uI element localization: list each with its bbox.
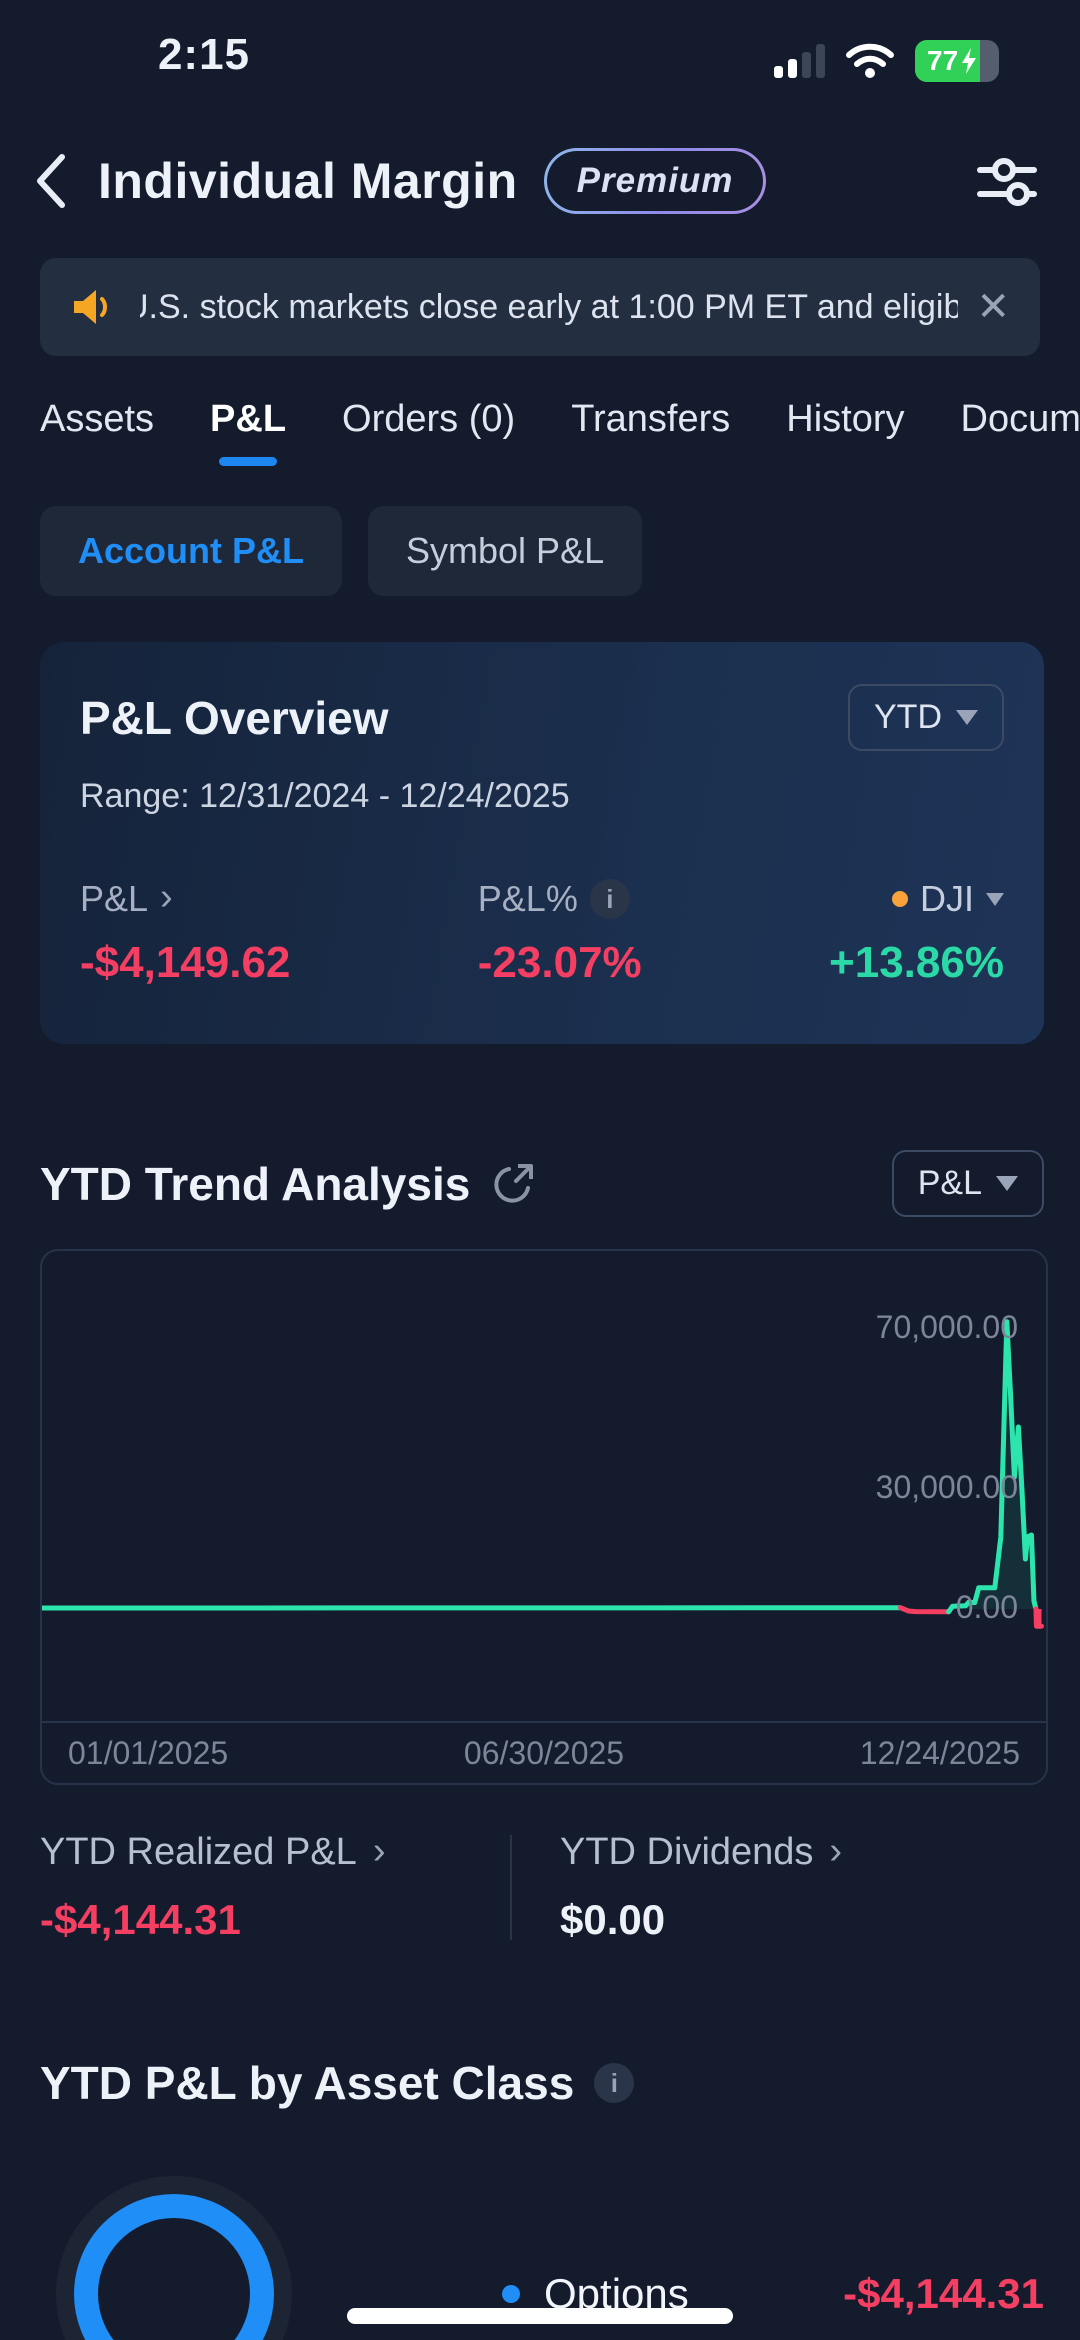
symbol-pnl-pill[interactable]: Symbol P&L bbox=[368, 506, 643, 596]
chevron-right-icon: › bbox=[829, 1829, 843, 1872]
battery-icon: 77 bbox=[915, 40, 999, 82]
pnl-value: -$4,149.62 bbox=[80, 938, 291, 987]
wifi-icon bbox=[846, 43, 894, 78]
pnl-percent-value: -23.07% bbox=[477, 938, 642, 987]
benchmark-value: +13.86% bbox=[829, 938, 1004, 987]
dividends-item[interactable]: YTD Dividends › $0.00 bbox=[560, 1829, 843, 1943]
tab-pnl[interactable]: P&L bbox=[210, 398, 286, 466]
legend-dot-icon bbox=[502, 2285, 520, 2303]
battery-percent: 77 bbox=[927, 45, 959, 76]
y-axis-tick-label: 30,000.00 bbox=[875, 1469, 1018, 1505]
chevron-right-icon: › bbox=[372, 1829, 386, 1872]
back-button[interactable] bbox=[34, 146, 86, 216]
back-chevron-icon bbox=[37, 154, 65, 208]
benchmark-metric: DJI +13.86% bbox=[829, 878, 1004, 988]
overview-card-title: P&L Overview bbox=[80, 691, 389, 744]
tab-transfers[interactable]: Transfers bbox=[571, 398, 731, 440]
x-tick-end: 12/24/2025 bbox=[859, 1734, 1020, 1771]
pnl-metric[interactable]: P&L › -$4,149.62 bbox=[80, 876, 291, 987]
trend-chart-svg bbox=[42, 1319, 1044, 1629]
info-icon[interactable]: i bbox=[589, 879, 630, 919]
pnl-scope-pills: Account P&L Symbol P&L bbox=[40, 506, 1080, 596]
vertical-divider bbox=[510, 1835, 512, 1940]
chevron-down-icon bbox=[956, 710, 978, 725]
tab-assets[interactable]: Assets bbox=[40, 398, 155, 440]
x-tick-start: 01/01/2025 bbox=[68, 1734, 229, 1771]
trend-metric-dropdown[interactable]: P&L bbox=[891, 1150, 1044, 1217]
ytd-summary-row: YTD Realized P&L › -$4,144.31 YTD Divide… bbox=[40, 1831, 1040, 1944]
premium-badge-label: Premium bbox=[546, 151, 764, 211]
page-title: Individual Margin bbox=[98, 153, 518, 209]
pnl-overview-card: P&L Overview YTD Range: 12/31/2024 - 12/… bbox=[40, 642, 1044, 1044]
home-indicator[interactable] bbox=[347, 2308, 733, 2324]
realized-pnl-value: -$4,144.31 bbox=[40, 1896, 241, 1943]
charging-bolt-icon bbox=[962, 48, 977, 74]
account-tabs: Assets P&L Orders (0) Transfers History … bbox=[0, 398, 1080, 466]
status-icons: 77 bbox=[774, 40, 999, 82]
chevron-down-icon bbox=[996, 1176, 1018, 1191]
header: Individual Margin Premium bbox=[34, 126, 1040, 236]
announcement-banner[interactable]: U.S. stock markets close early at 1:00 P… bbox=[40, 258, 1040, 356]
date-range-text: Range: 12/31/2024 - 12/24/2025 bbox=[80, 777, 570, 815]
trend-line-chart[interactable]: 70,000.00 30,000.00 0.00 bbox=[42, 1251, 1046, 1721]
clock: 2:15 bbox=[157, 30, 251, 79]
asset-class-title: YTD P&L by Asset Class bbox=[40, 2057, 575, 2109]
x-tick-mid: 06/30/2025 bbox=[463, 1734, 625, 1771]
status-bar: 2:15 77 bbox=[0, 0, 1080, 100]
speaker-icon bbox=[74, 290, 107, 324]
legend-value: -$4,144.31 bbox=[843, 2270, 1044, 2317]
realized-pnl-item[interactable]: YTD Realized P&L › -$4,144.31 bbox=[40, 1831, 510, 1944]
tab-orders[interactable]: Orders (0) bbox=[342, 398, 516, 440]
filter-sliders-icon[interactable] bbox=[974, 148, 1040, 214]
pnl-percent-metric: P&L% i -23.07% bbox=[477, 878, 642, 987]
y-axis-tick-label: 70,000.00 bbox=[875, 1309, 1018, 1345]
info-icon[interactable]: i bbox=[594, 2063, 635, 2103]
y-axis-tick-label: 0.00 bbox=[955, 1589, 1018, 1625]
x-axis-labels: 01/01/2025 06/30/2025 12/24/2025 bbox=[42, 1721, 1046, 1783]
trend-section-title: YTD Trend Analysis bbox=[40, 1157, 471, 1210]
period-dropdown[interactable]: YTD bbox=[848, 684, 1004, 751]
cellular-signal-icon bbox=[774, 44, 825, 78]
dividends-value: $0.00 bbox=[560, 1896, 666, 1943]
asset-class-donut-chart bbox=[56, 2176, 292, 2340]
chevron-down-icon[interactable] bbox=[985, 892, 1004, 906]
premium-badge: Premium bbox=[543, 148, 767, 214]
benchmark-dot-icon bbox=[891, 891, 908, 907]
account-pnl-pill[interactable]: Account P&L bbox=[40, 506, 343, 596]
tab-history[interactable]: History bbox=[786, 398, 905, 440]
external-link-icon[interactable] bbox=[490, 1161, 536, 1207]
trend-chart-card: 70,000.00 30,000.00 0.00 01/01/2025 06/30/… bbox=[40, 1249, 1048, 1785]
asset-class-section-header: YTD P&L by Asset Class i bbox=[40, 2056, 1040, 2110]
trend-section-header: YTD Trend Analysis P&L bbox=[40, 1150, 1044, 1217]
benchmark-dropdown[interactable]: DJI bbox=[919, 878, 974, 919]
banner-text: U.S. stock markets close early at 1:00 P… bbox=[140, 287, 959, 326]
active-tab-underline bbox=[219, 457, 278, 466]
banner-close-icon[interactable]: ✕ bbox=[976, 285, 1010, 329]
tab-documents[interactable]: Documents bbox=[960, 398, 1080, 440]
chevron-right-icon: › bbox=[160, 876, 173, 918]
